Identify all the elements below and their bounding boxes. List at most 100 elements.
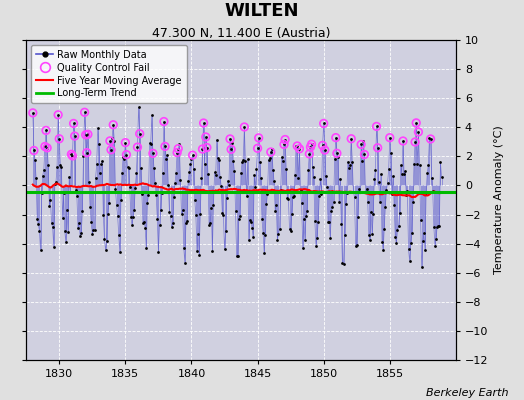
Point bbox=[305, 151, 313, 157]
Point bbox=[42, 127, 50, 134]
Point bbox=[295, 146, 303, 152]
Point bbox=[319, 142, 327, 149]
Point bbox=[434, 222, 442, 229]
Point bbox=[133, 144, 141, 150]
Point bbox=[109, 122, 117, 128]
Point bbox=[323, 184, 331, 190]
Point bbox=[394, 227, 402, 233]
Point bbox=[173, 149, 181, 156]
Point bbox=[261, 232, 269, 238]
Point bbox=[359, 138, 367, 144]
Point bbox=[374, 144, 382, 151]
Point bbox=[244, 156, 252, 162]
Point bbox=[29, 110, 37, 116]
Point bbox=[293, 143, 301, 149]
Point bbox=[397, 162, 405, 168]
Point bbox=[143, 200, 151, 206]
Point bbox=[220, 246, 228, 252]
Point bbox=[278, 154, 286, 160]
Point bbox=[121, 140, 129, 146]
Point bbox=[316, 176, 324, 182]
Point bbox=[341, 232, 349, 238]
Point bbox=[337, 220, 345, 227]
Point bbox=[54, 112, 62, 118]
Point bbox=[67, 151, 75, 158]
Point bbox=[79, 153, 88, 160]
Point bbox=[84, 131, 92, 138]
Point bbox=[219, 212, 227, 218]
Point bbox=[276, 225, 284, 232]
Point bbox=[392, 240, 400, 246]
Point bbox=[83, 150, 91, 156]
Point bbox=[54, 112, 62, 118]
Point bbox=[303, 208, 311, 214]
Point bbox=[148, 112, 156, 119]
Point bbox=[403, 188, 411, 194]
Point bbox=[181, 260, 189, 266]
Point bbox=[125, 164, 133, 171]
Point bbox=[43, 145, 51, 151]
Point bbox=[366, 237, 374, 243]
Point bbox=[348, 158, 356, 165]
Point bbox=[163, 152, 171, 158]
Point bbox=[194, 231, 202, 238]
Point bbox=[63, 206, 71, 213]
Point bbox=[171, 180, 179, 187]
Point bbox=[347, 136, 355, 142]
Point bbox=[30, 147, 38, 154]
Point bbox=[374, 144, 382, 151]
Point bbox=[195, 251, 203, 258]
Point bbox=[356, 189, 364, 195]
Point bbox=[310, 174, 318, 180]
Point bbox=[39, 172, 47, 179]
Point bbox=[363, 185, 371, 192]
Point bbox=[352, 243, 360, 249]
Point bbox=[432, 236, 440, 243]
Point bbox=[418, 264, 426, 270]
Point bbox=[301, 236, 309, 243]
Point bbox=[424, 162, 432, 168]
Point bbox=[330, 199, 338, 205]
Point bbox=[185, 169, 193, 176]
Point bbox=[308, 141, 316, 148]
Point bbox=[383, 186, 391, 193]
Point bbox=[80, 109, 89, 116]
Point bbox=[430, 224, 438, 230]
Point bbox=[288, 210, 296, 217]
Point bbox=[322, 172, 330, 179]
Point bbox=[340, 261, 348, 267]
Point bbox=[68, 153, 77, 159]
Point bbox=[379, 247, 387, 254]
Point bbox=[132, 170, 140, 176]
Point bbox=[414, 129, 423, 135]
Point bbox=[391, 234, 399, 240]
Point bbox=[292, 143, 300, 149]
Point bbox=[417, 217, 425, 223]
Point bbox=[31, 157, 39, 164]
Point bbox=[354, 214, 362, 221]
Point bbox=[402, 192, 410, 198]
Point bbox=[120, 156, 128, 163]
Point bbox=[191, 197, 199, 203]
Point bbox=[227, 146, 235, 152]
Point bbox=[222, 228, 230, 234]
Point bbox=[266, 155, 274, 161]
Point bbox=[265, 156, 273, 163]
Point bbox=[149, 150, 157, 156]
Point bbox=[410, 161, 418, 167]
Point bbox=[152, 192, 160, 198]
Point bbox=[396, 210, 404, 216]
Point bbox=[368, 231, 376, 237]
Point bbox=[209, 202, 217, 208]
Point bbox=[224, 178, 232, 184]
Point bbox=[85, 179, 93, 185]
Point bbox=[213, 136, 221, 143]
Point bbox=[281, 136, 289, 143]
Point bbox=[41, 143, 49, 150]
Point bbox=[370, 176, 378, 182]
Point bbox=[248, 224, 256, 231]
Point bbox=[433, 224, 441, 230]
Point bbox=[378, 239, 386, 245]
Point bbox=[52, 179, 60, 186]
Point bbox=[240, 124, 248, 130]
